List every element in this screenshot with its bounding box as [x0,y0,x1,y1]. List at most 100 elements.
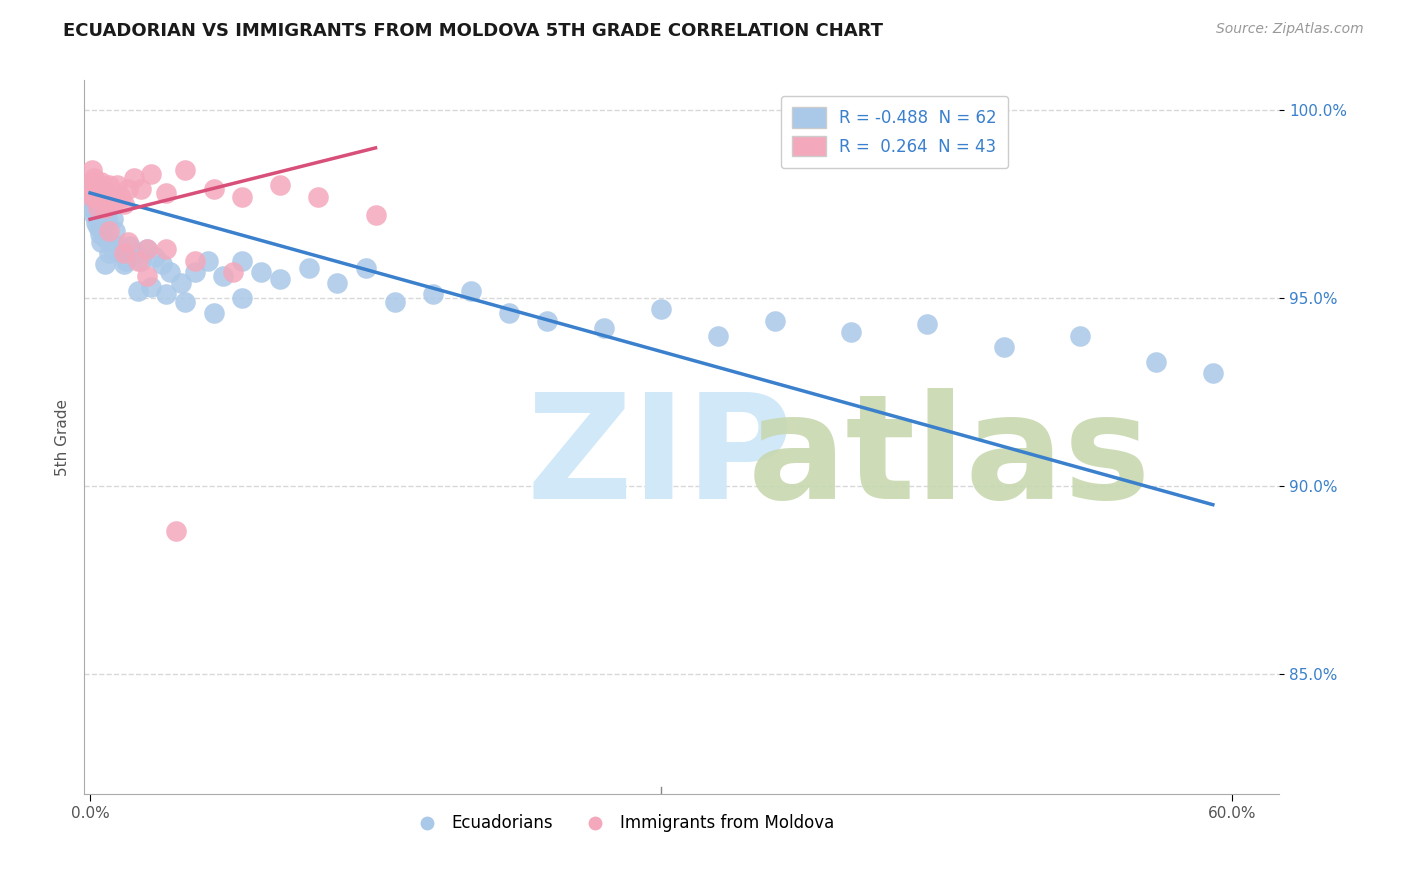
Text: ZIP: ZIP [527,388,793,529]
Point [155,186,177,200]
Point [89,227,111,242]
Point [80,182,103,196]
Point [136,242,159,256]
Legend: Ecuadorians, Immigrants from Moldova: Ecuadorians, Immigrants from Moldova [404,808,841,839]
Point [115,253,138,268]
Point [184,265,207,279]
Point [298,261,321,276]
Point [707,328,730,343]
Point [112,257,135,271]
Point [83,170,105,185]
Point [212,268,235,283]
Point [98,246,121,260]
Point [112,197,135,211]
Point [107,238,129,252]
Point [105,178,128,193]
Point [384,294,406,309]
Point [269,178,291,193]
Point [460,284,482,298]
Point [94,257,117,271]
Point [131,253,153,268]
Point [354,261,377,276]
Point [170,276,193,290]
Point [125,246,148,260]
Point [155,287,177,301]
Point [80,178,103,193]
Point [80,201,103,215]
Point [100,190,122,204]
Point [112,246,135,260]
Point [118,238,141,252]
Text: Source: ZipAtlas.com: Source: ZipAtlas.com [1216,22,1364,37]
Point [593,321,616,335]
Point [89,194,111,208]
Point [839,325,862,339]
Point [84,216,107,230]
Point [104,223,127,237]
Point [93,190,115,204]
Point [84,190,107,204]
Point [165,524,187,538]
Point [1202,366,1225,380]
Point [269,272,291,286]
Point [174,294,197,309]
Point [117,235,139,249]
Point [498,306,520,320]
Point [364,209,387,223]
Point [86,182,108,196]
Point [96,212,118,227]
Point [98,223,121,237]
Point [536,313,558,327]
Point [159,265,181,279]
Point [101,197,124,211]
Point [136,242,159,256]
Point [110,190,132,204]
Point [80,194,103,208]
Point [127,253,149,268]
Point [84,175,107,189]
Point [202,306,225,320]
Point [143,250,166,264]
Point [122,170,145,185]
Point [150,257,173,271]
Point [80,186,103,200]
Point [155,242,177,256]
Point [90,175,112,189]
Text: ECUADORIAN VS IMMIGRANTS FROM MOLDOVA 5TH GRADE CORRELATION CHART: ECUADORIAN VS IMMIGRANTS FROM MOLDOVA 5T… [63,22,883,40]
Point [136,268,159,283]
Point [80,163,103,178]
Y-axis label: 5th Grade: 5th Grade [55,399,70,475]
Point [763,313,786,327]
Point [131,182,153,196]
Point [917,318,939,332]
Point [86,219,108,234]
Point [93,223,115,237]
Point [139,167,162,181]
Point [94,231,117,245]
Point [80,190,103,204]
Point [86,201,108,215]
Point [197,253,219,268]
Point [326,276,349,290]
Point [84,204,107,219]
Point [86,212,108,227]
Point [250,265,273,279]
Point [231,253,253,268]
Point [83,209,105,223]
Point [222,265,245,279]
Point [89,178,111,193]
Point [139,280,162,294]
Point [117,182,139,196]
Point [83,182,105,196]
Point [202,182,225,196]
Point [1069,328,1091,343]
Point [231,291,253,305]
Point [127,284,149,298]
Point [231,190,253,204]
Point [422,287,444,301]
Point [94,201,117,215]
Point [101,212,124,227]
Point [174,163,197,178]
Point [101,242,124,256]
Point [307,190,329,204]
